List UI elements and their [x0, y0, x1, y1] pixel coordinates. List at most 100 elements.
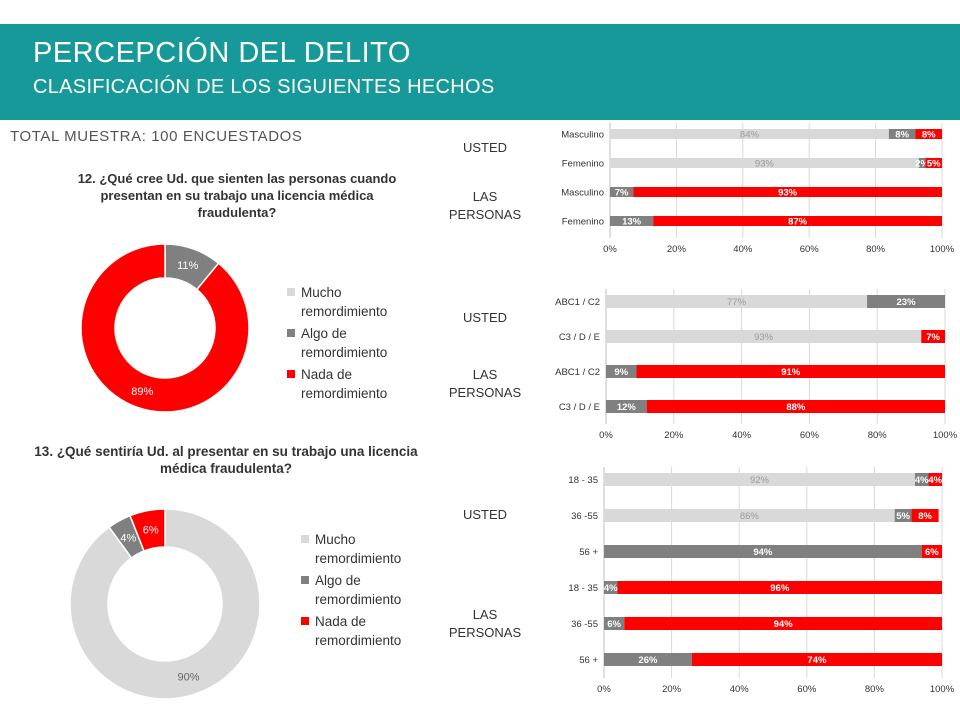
bar-data-label: 2%	[915, 159, 929, 170]
bar-segment-algo	[610, 187, 634, 197]
legend-label: Nada de remordimiento	[315, 614, 402, 648]
bar-segment-nada	[617, 581, 942, 594]
bar-segment-nada	[624, 617, 942, 630]
group-label-personas-3: LAS PERSONAS	[448, 607, 522, 640]
page-subtitle: CLASIFICACIÓN DE LOS SIGUIENTES HECHOS	[33, 76, 495, 98]
bar-data-label: 91%	[781, 367, 801, 378]
bar-data-label: 8%	[922, 130, 936, 141]
group-label-usted-2: USTED	[462, 310, 508, 325]
bar-data-label: 92%	[750, 475, 770, 486]
legend-swatch	[301, 576, 309, 584]
legend-q12: Mucho remordimiento Algo de remordimient…	[287, 283, 431, 406]
legend-item-nada: Nada de remordimiento	[287, 365, 431, 403]
category-label: C3 / D / E	[559, 402, 600, 413]
bar-data-label: 6%	[607, 619, 621, 630]
bar-segment-algo	[914, 473, 929, 486]
title-banner: PERCEPCIÓN DEL DELITO CLASIFICACIÓN DE L…	[0, 24, 960, 120]
bar-data-label: 93%	[755, 159, 775, 170]
group-label-personas-2: LAS PERSONAS	[448, 367, 522, 400]
bar-data-label: 8%	[895, 130, 909, 141]
bar-segment-mucho	[610, 129, 889, 139]
bar-segment-nada	[636, 365, 945, 378]
bar-data-label: 5%	[896, 511, 910, 522]
bar-segment-mucho	[610, 158, 919, 168]
legend-label: Mucho remordimiento	[301, 285, 388, 319]
donut-data-label: 11%	[177, 260, 198, 272]
bar-data-label: 7%	[926, 332, 940, 343]
bar-data-label: 7%	[615, 188, 629, 199]
bar-segment-nada	[928, 473, 942, 486]
bar-chart-socioeconomic: 0% 20% 40% 60% 80% 100% ABC1 / C2 77% 23% C3 / D …	[555, 289, 958, 441]
bar-chart-gender: 0% 20% 40% 60% 80% 100% Masculino 84% 8% 8% Femeni…	[561, 123, 955, 255]
bar-segment-algo	[918, 158, 926, 168]
donut-slice-nada	[129, 508, 166, 552]
donut-slice-mucho	[69, 508, 261, 700]
sample-size-label: TOTAL MUESTRA: 100 ENCUESTADOS	[10, 128, 303, 145]
group-label-usted-3: USTED	[462, 507, 508, 522]
x-tick-label: 100%	[930, 244, 955, 255]
x-tick-label: 20%	[667, 244, 687, 255]
bar-segment-algo	[604, 617, 625, 630]
bar-data-label: 4%	[915, 475, 929, 486]
x-tick-label: 60%	[800, 430, 820, 441]
x-tick-label: 80%	[866, 244, 886, 255]
bar-data-label: 93%	[778, 188, 798, 199]
legend-item-mucho: Mucho remordimiento	[301, 530, 445, 568]
donut-data-label: 89%	[131, 386, 153, 398]
x-tick-label: 80%	[865, 684, 885, 695]
category-label: 18 - 35	[568, 475, 598, 486]
legend-swatch	[287, 329, 295, 337]
question-12: 12. ¿Qué cree Ud. que sienten las person…	[77, 171, 397, 220]
bar-segment-algo	[606, 400, 647, 413]
legend-swatch	[287, 370, 295, 378]
bar-data-label: 23%	[897, 297, 917, 308]
donut-chart-q12: 11% 89%	[80, 243, 250, 413]
category-label: Masculino	[561, 130, 604, 141]
legend-item-algo: Algo de remordimiento	[287, 324, 431, 362]
bar-data-label: 88%	[786, 402, 806, 413]
group-label-personas-1: LAS PERSONAS	[448, 189, 522, 222]
bar-data-label: 87%	[788, 217, 808, 228]
bar-data-label: 74%	[807, 655, 827, 666]
category-label: 36 -55	[571, 511, 598, 522]
bar-segment-algo	[888, 129, 916, 139]
bar-segment-mucho	[606, 330, 922, 343]
x-tick-label: 40%	[732, 430, 752, 441]
legend-q13: Mucho remordimiento Algo de remordimient…	[301, 530, 445, 653]
bar-segment-mucho	[606, 295, 868, 308]
donut-chart-q13: 90% 4% 6%	[69, 508, 261, 700]
legend-item-nada: Nada de remordimiento	[301, 612, 445, 650]
bar-segment-algo	[606, 365, 637, 378]
legend-swatch	[287, 288, 295, 296]
legend-item-algo: Algo de remordimiento	[301, 571, 445, 609]
legend-label: Algo de remordimiento	[315, 573, 402, 607]
bar-segment-nada	[633, 187, 942, 197]
question-13: 13. ¿Qué sentiría Ud. al presentar en su…	[34, 444, 418, 476]
bar-segment-nada	[691, 653, 942, 666]
category-label: 56 +	[579, 547, 598, 558]
bar-segment-nada	[921, 330, 945, 343]
bar-data-label: 9%	[614, 367, 628, 378]
bar-segment-algo	[604, 653, 692, 666]
x-tick-label: 40%	[730, 684, 750, 695]
bar-segment-mucho	[604, 473, 915, 486]
x-tick-label: 0%	[597, 684, 611, 695]
x-tick-label: 60%	[797, 684, 817, 695]
legend-label: Mucho remordimiento	[315, 532, 402, 566]
legend-swatch	[301, 535, 309, 543]
category-label: Femenino	[562, 159, 604, 170]
legend-item-mucho: Mucho remordimiento	[287, 283, 431, 321]
donut-data-label: 90%	[177, 671, 199, 683]
legend-label: Nada de remordimiento	[301, 367, 388, 401]
donut-slice-nada	[80, 243, 250, 413]
bar-segment-nada	[646, 400, 945, 413]
bar-segment-algo	[894, 509, 912, 522]
category-label: 36 -55	[571, 619, 598, 630]
bar-segment-algo	[610, 216, 654, 226]
category-label: Masculino	[561, 188, 604, 199]
bar-segment-nada	[653, 216, 942, 226]
category-label: ABC1 / C2	[555, 367, 600, 378]
bar-segment-nada	[921, 545, 942, 558]
x-tick-label: 40%	[733, 244, 753, 255]
category-label: C3 / D / E	[559, 332, 600, 343]
